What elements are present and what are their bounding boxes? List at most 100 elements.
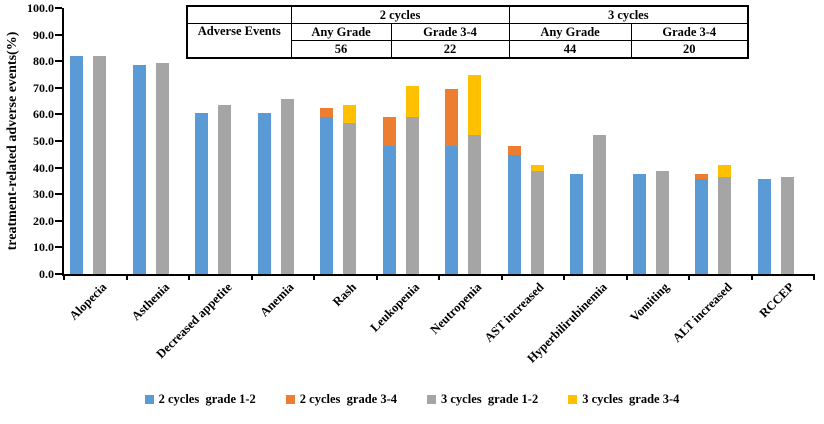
bar-segment	[70, 55, 84, 274]
bar-segment	[218, 104, 232, 274]
x-axis-label: Rash	[330, 280, 360, 310]
x-tick-mark	[250, 274, 253, 280]
bar-segment	[343, 104, 357, 123]
bar-segment	[718, 177, 732, 274]
y-tick-label: 80.0	[33, 54, 54, 69]
y-tick-label: 90.0	[33, 27, 54, 42]
bar-segment	[445, 88, 459, 146]
y-tick-label: 10.0	[33, 240, 54, 255]
legend-label: 3 cycles grade 3-4	[582, 392, 680, 406]
bar-segment	[320, 117, 334, 274]
x-tick-mark	[375, 274, 378, 280]
y-tick-mark	[55, 246, 62, 249]
summary-table: 2 cycles 3 cycles Adverse Events Any Gra…	[186, 5, 750, 59]
bar-segment	[695, 174, 709, 180]
y-tick-label: 30.0	[33, 187, 54, 202]
legend-swatch-icon	[144, 395, 154, 404]
y-tick-label: 20.0	[33, 213, 54, 228]
y-tick-mark	[55, 7, 62, 9]
bar-segment	[757, 179, 771, 274]
table-value: 20	[630, 40, 749, 59]
x-tick-mark	[625, 274, 628, 280]
table-col-header: Any Grade	[290, 23, 392, 41]
bar-segment	[382, 117, 396, 146]
table-row: Adverse Events Any Grade Grade 3-4 Any G…	[186, 23, 749, 59]
table-group-header-3cycles: 3 cycles	[508, 5, 749, 24]
bar-segment	[468, 74, 482, 135]
table-value: 56	[290, 40, 392, 59]
bar-segment	[718, 165, 732, 178]
table-col-header: Grade 3-4	[630, 23, 749, 41]
x-axis-label: Neutropenia	[427, 280, 485, 337]
x-tick-mark	[438, 274, 440, 280]
table-group-header-2cycles: 2 cycles	[290, 5, 510, 24]
table-value: 22	[390, 40, 510, 59]
legend-label: 2 cycles grade 1-2	[158, 392, 256, 406]
y-tick-label: 70.0	[33, 80, 54, 95]
x-axis-label: Alopecia	[66, 280, 110, 323]
bar-segment	[320, 107, 334, 118]
x-tick-mark	[750, 274, 753, 280]
legend-item: 3 cycles grade 1-2	[427, 392, 538, 407]
x-axis-label: Anemia	[257, 280, 297, 320]
bar-segment	[405, 86, 419, 117]
y-tick-mark	[55, 273, 62, 275]
bar-segment	[655, 171, 669, 274]
table-row: 56 22 44 20	[187, 40, 749, 59]
legend-swatch-icon	[568, 395, 578, 404]
bar-segment	[468, 134, 482, 274]
x-tick-mark	[188, 274, 190, 280]
chart-plot-area	[55, 7, 815, 280]
x-axis-label: Asthenia	[128, 280, 172, 324]
y-tick-mark	[55, 166, 62, 169]
table-col-header: Any Grade	[508, 23, 632, 41]
y-tick-label: 0.0	[39, 267, 54, 281]
bar-segment	[632, 174, 646, 274]
y-tick-label: 50.0	[33, 134, 54, 148]
x-axis-label: Vomiting	[627, 280, 672, 325]
bar-segment	[257, 112, 271, 274]
x-tick-mark	[563, 274, 565, 280]
bar-segment	[93, 56, 107, 274]
table-row-header: Adverse Events	[186, 23, 292, 59]
legend-label: 3 cycles grade 1-2	[441, 392, 539, 406]
x-axis-label: Leukopenia	[367, 280, 422, 335]
bar-segment	[343, 122, 357, 274]
bar-segment	[530, 171, 544, 274]
legend-item: 2 cycles grade 3-4	[285, 392, 397, 407]
y-tick-mark	[55, 60, 62, 63]
bar-segment	[593, 134, 607, 274]
y-tick-mark	[55, 193, 62, 196]
bar-segment	[405, 116, 419, 274]
table-row: 2 cycles 3 cycles	[186, 5, 749, 24]
bar-segment	[530, 165, 544, 172]
y-tick-label: 100.0	[27, 1, 54, 15]
x-tick-mark	[500, 274, 503, 280]
x-tick-mark	[63, 274, 65, 280]
bar-segment	[780, 177, 794, 274]
x-axis-label: RCCEP	[756, 280, 797, 321]
legend-item: 2 cycles grade 1-2	[144, 392, 256, 407]
x-tick-mark	[813, 274, 815, 280]
table-col-header: Grade 3-4	[390, 23, 510, 41]
bar-segment	[507, 155, 521, 274]
x-axis-label: AST increased	[482, 280, 547, 345]
y-tick-label: 60.0	[33, 107, 54, 122]
table-value: 44	[508, 40, 632, 59]
legend-swatch-icon	[427, 395, 436, 404]
y-tick-mark	[55, 86, 62, 89]
x-tick-mark	[313, 274, 315, 280]
bar-segment	[507, 145, 521, 156]
x-tick-mark	[125, 274, 128, 280]
x-axis-label: ALT increased	[669, 280, 735, 345]
legend-item: 3 cycles grade 3-4	[568, 392, 679, 407]
legend-swatch-icon	[285, 395, 295, 404]
table-cell-empty	[186, 5, 292, 24]
legend-label: 2 cycles grade 3-4	[299, 392, 397, 406]
bar-segment	[445, 145, 459, 274]
chart-legend: 2 cycles grade 1-2 2 cycles grade 3-4 3 cy…	[0, 392, 824, 407]
bar-segment	[570, 174, 584, 274]
bar-segment	[695, 179, 709, 274]
y-tick-mark	[55, 33, 62, 36]
